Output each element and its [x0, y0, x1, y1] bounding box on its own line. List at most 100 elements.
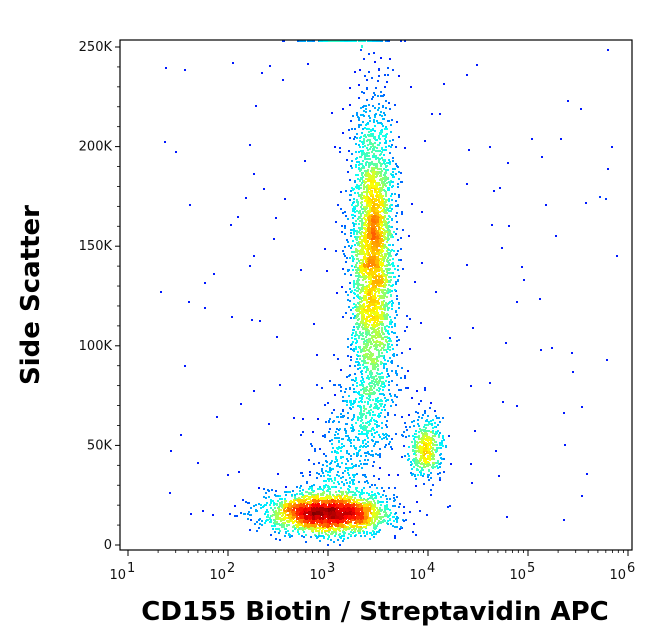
event-dot	[352, 329, 354, 331]
event-dot	[293, 525, 295, 527]
event-dot	[286, 517, 288, 519]
event-dot	[355, 272, 357, 274]
event-dot	[363, 251, 365, 253]
event-dot	[383, 211, 385, 213]
event-dot	[373, 513, 375, 515]
event-dot	[369, 120, 371, 122]
event-dot	[355, 528, 357, 530]
event-dot	[398, 339, 400, 341]
event-dot	[364, 512, 366, 514]
event-dot	[388, 302, 390, 304]
event-dot	[402, 229, 404, 231]
event-dot	[341, 523, 343, 525]
event-dot	[366, 356, 368, 358]
event-dot	[319, 528, 321, 530]
event-dot	[383, 198, 385, 200]
event-dot	[366, 128, 368, 130]
event-dot	[315, 518, 317, 520]
event-dot	[386, 507, 388, 509]
event-dot	[290, 513, 292, 515]
event-dot	[345, 291, 347, 293]
event-dot	[355, 166, 357, 168]
event-dot	[326, 509, 328, 511]
event-dot	[291, 535, 293, 537]
event-dot	[366, 289, 368, 291]
event-dot	[329, 498, 331, 500]
event-dot	[347, 338, 349, 340]
event-dot	[328, 506, 330, 508]
event-dot	[279, 530, 281, 532]
event-dot	[365, 234, 367, 236]
event-dot	[368, 494, 370, 496]
event-dot	[332, 528, 334, 530]
event-dot	[305, 510, 307, 512]
event-dot	[275, 516, 277, 518]
event-dot	[394, 505, 396, 507]
event-dot	[353, 503, 355, 505]
event-dot	[388, 326, 390, 328]
event-dot	[309, 498, 311, 500]
event-dot	[361, 507, 363, 509]
event-dot	[353, 303, 355, 305]
event-dot	[350, 190, 352, 192]
event-dot	[384, 349, 386, 351]
event-dot	[357, 296, 359, 298]
event-dot	[310, 512, 312, 514]
event-dot	[381, 383, 383, 385]
event-dot	[260, 504, 262, 506]
event-dot	[419, 510, 421, 512]
event-dot	[253, 505, 255, 507]
event-dot	[298, 511, 300, 513]
event-dot	[396, 314, 398, 316]
event-dot	[384, 236, 386, 238]
event-dot	[373, 121, 375, 123]
event-dot	[398, 136, 400, 138]
event-dot	[291, 506, 293, 508]
event-dot	[387, 348, 389, 350]
event-dot	[300, 507, 302, 509]
event-dot	[355, 342, 357, 344]
event-dot	[364, 360, 366, 362]
event-dot	[336, 507, 338, 509]
event-dot	[352, 269, 354, 271]
event-dot	[313, 504, 315, 506]
event-dot	[397, 186, 399, 188]
event-dot	[353, 258, 355, 260]
event-dot	[373, 507, 375, 509]
event-dot	[378, 520, 380, 522]
event-dot	[369, 385, 371, 387]
event-dot	[391, 199, 393, 201]
event-dot	[376, 389, 378, 391]
event-dot	[416, 501, 418, 503]
event-dot	[364, 270, 366, 272]
event-dot	[400, 259, 402, 261]
event-dot	[385, 495, 387, 497]
event-dot	[388, 159, 390, 161]
event-dot	[275, 510, 277, 512]
event-dot	[358, 144, 360, 146]
event-dot	[277, 528, 279, 530]
event-dot	[277, 517, 279, 519]
event-dot	[396, 496, 398, 498]
event-dot	[368, 128, 370, 130]
event-dot	[376, 147, 378, 149]
event-dot	[325, 525, 327, 527]
event-dot	[265, 504, 267, 506]
event-dot	[401, 211, 403, 213]
event-dot	[344, 227, 346, 229]
event-dot	[305, 523, 307, 525]
event-dot	[368, 152, 370, 154]
event-dot	[354, 365, 356, 367]
event-dot	[293, 511, 295, 513]
event-dot	[396, 121, 398, 123]
event-dot	[369, 538, 371, 540]
event-dot	[387, 257, 389, 259]
event-dot	[281, 498, 283, 500]
event-dot	[378, 182, 380, 184]
event-dot	[347, 517, 349, 519]
event-dot	[248, 502, 250, 504]
event-dot	[392, 236, 394, 238]
event-dot	[339, 544, 341, 546]
event-dot	[357, 364, 359, 366]
event-dot	[344, 211, 346, 213]
